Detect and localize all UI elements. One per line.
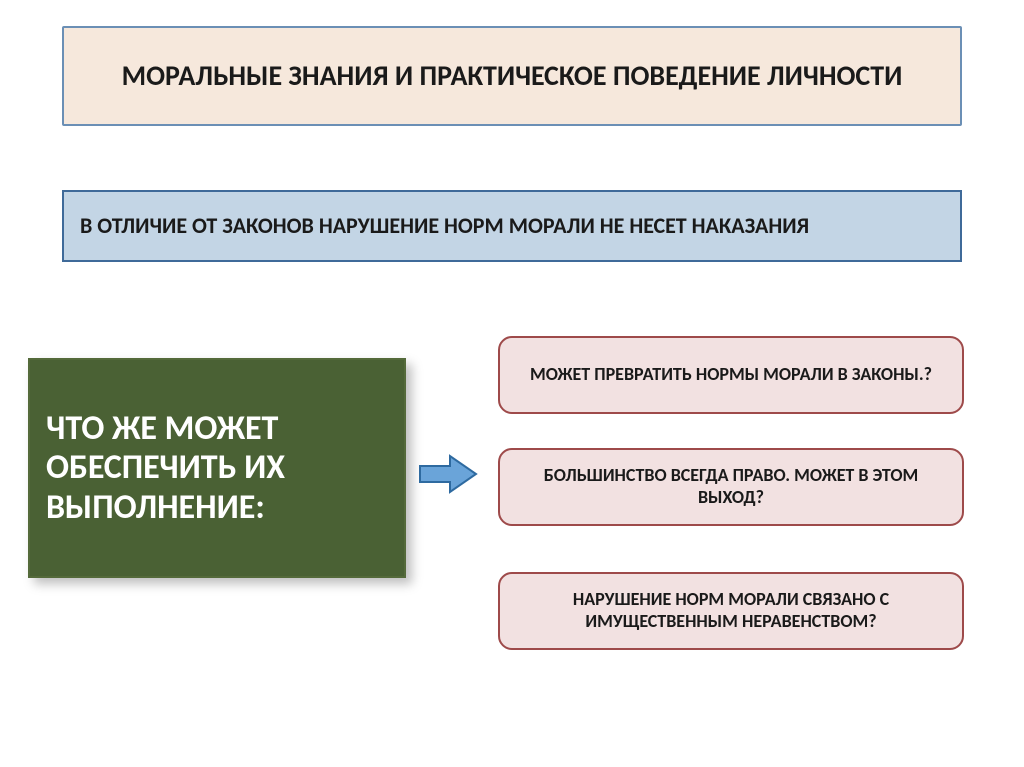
title-text: МОРАЛЬНЫЕ ЗНАНИЯ И ПРАКТИЧЕСКОЕ ПОВЕДЕНИ…	[122, 59, 903, 93]
arrow-icon	[416, 452, 480, 496]
answer-text-3: НАРУШЕНИЕ НОРМ МОРАЛИ СВЯЗАНО С ИМУЩЕСТВ…	[518, 589, 944, 632]
question-text: ЧТО ЖЕ МОЖЕТ ОБЕСПЕЧИТЬ ИХ ВЫПОЛНЕНИЕ:	[46, 409, 388, 526]
answer-box-2: БОЛЬШИНСТВО ВСЕГДА ПРАВО. МОЖЕТ В ЭТОМ В…	[498, 448, 964, 526]
answer-text-1: МОЖЕТ ПРЕВРАТИТЬ НОРМЫ МОРАЛИ В ЗАКОНЫ.?	[530, 364, 932, 386]
arrow-path	[420, 456, 476, 492]
answer-text-2: БОЛЬШИНСТВО ВСЕГДА ПРАВО. МОЖЕТ В ЭТОМ В…	[518, 465, 944, 508]
subtitle-box: В ОТЛИЧИЕ ОТ ЗАКОНОВ НАРУШЕНИЕ НОРМ МОРА…	[62, 190, 962, 262]
title-box: МОРАЛЬНЫЕ ЗНАНИЯ И ПРАКТИЧЕСКОЕ ПОВЕДЕНИ…	[62, 26, 962, 126]
answer-box-1: МОЖЕТ ПРЕВРАТИТЬ НОРМЫ МОРАЛИ В ЗАКОНЫ.?	[498, 336, 964, 414]
subtitle-text: В ОТЛИЧИЕ ОТ ЗАКОНОВ НАРУШЕНИЕ НОРМ МОРА…	[80, 212, 809, 240]
question-box: ЧТО ЖЕ МОЖЕТ ОБЕСПЕЧИТЬ ИХ ВЫПОЛНЕНИЕ:	[28, 358, 406, 578]
answer-box-3: НАРУШЕНИЕ НОРМ МОРАЛИ СВЯЗАНО С ИМУЩЕСТВ…	[498, 572, 964, 650]
